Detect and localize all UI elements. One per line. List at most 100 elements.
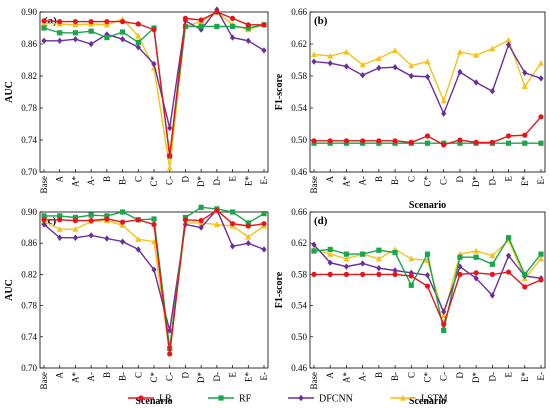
- x-tick-label: D*: [471, 176, 481, 187]
- data-point-rf: [473, 254, 479, 260]
- data-point-dfcnn: [72, 36, 79, 43]
- data-point-lr: [119, 19, 126, 25]
- x-tick-label: C*: [423, 176, 433, 187]
- x-tick-label: D*: [196, 372, 206, 383]
- data-point-lr: [41, 217, 47, 223]
- x-tick-label: A: [325, 372, 335, 379]
- data-point-dfcnn: [441, 110, 447, 117]
- data-point-rf: [119, 209, 126, 215]
- x-tick-label: Base: [309, 176, 319, 194]
- x-tick-label: B: [102, 176, 112, 182]
- x-tick-label: A: [325, 176, 335, 183]
- data-point-lr: [119, 219, 126, 225]
- data-point-dfcnn: [198, 224, 204, 231]
- data-point-rf: [441, 327, 447, 334]
- data-point-dfcnn: [229, 243, 236, 250]
- data-point-rf: [424, 251, 431, 257]
- series-line-rf: [43, 24, 265, 157]
- data-point-lstm: [213, 221, 220, 228]
- data-point-lr: [424, 133, 431, 139]
- data-point-lstm: [151, 238, 157, 245]
- data-point-dfcnn: [167, 124, 173, 132]
- x-tick-label: C: [406, 372, 416, 378]
- y-tick-label: 0.66: [291, 7, 307, 17]
- data-point-dfcnn: [327, 60, 333, 67]
- panel-label: (c): [44, 215, 57, 227]
- x-tick-label: A-: [358, 176, 368, 186]
- y-tick-label: 0.90: [21, 7, 37, 17]
- data-point-dfcnn: [245, 37, 251, 44]
- data-point-lr: [343, 271, 350, 277]
- series-line-lr: [44, 209, 265, 355]
- data-point-lstm: [72, 21, 79, 28]
- legend-label-rf: RF: [239, 394, 252, 405]
- plot-frame: [39, 211, 269, 369]
- data-point-dfcnn: [88, 40, 94, 48]
- data-point-rf: [343, 251, 350, 257]
- data-point-lstm: [375, 255, 382, 262]
- x-tick-label: C*: [423, 372, 433, 383]
- data-point-dfcnn: [88, 232, 94, 239]
- data-point-dfcnn: [151, 266, 157, 273]
- x-tick-label: A*: [341, 372, 351, 383]
- data-point-lstm: [392, 47, 399, 53]
- data-point-lstm: [456, 48, 463, 55]
- data-point-dfcnn: [505, 252, 512, 259]
- y-tick-label: 0.70: [21, 363, 37, 373]
- data-point-lr: [104, 216, 110, 222]
- data-point-rf: [538, 251, 544, 257]
- x-tick-label: C-: [165, 372, 175, 381]
- x-tick-label: B-: [118, 372, 128, 381]
- data-point-rf: [88, 28, 94, 34]
- x-tick-label: D*: [196, 176, 206, 187]
- data-point-lstm: [72, 225, 79, 232]
- data-point-lstm: [56, 225, 63, 232]
- plot-frame: [309, 11, 546, 173]
- data-point-lr: [327, 271, 333, 277]
- data-point-lr: [261, 22, 267, 28]
- data-point-dfcnn: [489, 88, 495, 95]
- data-point-rf: [311, 248, 317, 254]
- y-tick-label: 0.62: [291, 39, 307, 49]
- data-point-rf: [41, 25, 47, 31]
- data-point-rf: [198, 204, 204, 210]
- x-tick-label: B-: [390, 372, 400, 381]
- x-tick-label: Base: [39, 176, 49, 194]
- data-point-lr: [360, 138, 366, 144]
- x-tick-label: A*: [70, 372, 80, 383]
- data-point-dfcnn: [57, 37, 63, 44]
- data-point-lr: [424, 283, 431, 289]
- data-point-lr: [72, 217, 79, 224]
- x-tick-label: D-: [487, 372, 497, 382]
- data-point-lr: [214, 9, 220, 15]
- y-tick-label: 0.78: [21, 301, 37, 311]
- x-tick-label: E*: [243, 176, 253, 186]
- data-point-rf: [505, 140, 512, 146]
- data-point-rf: [151, 216, 157, 222]
- x-tick-label: D: [455, 372, 465, 379]
- data-point-lr: [343, 138, 350, 144]
- data-point-lr: [522, 284, 528, 290]
- y-tick-label: 0.90: [21, 207, 37, 217]
- data-point-dfcnn: [343, 63, 350, 70]
- data-point-lr: [245, 223, 251, 229]
- data-point-lstm: [103, 21, 110, 28]
- data-point-lstm: [327, 52, 334, 59]
- data-point-dfcnn: [360, 72, 366, 79]
- data-point-lstm: [119, 222, 126, 228]
- legend-label-lstm: LSTM: [421, 394, 448, 405]
- y-tick-label: 0.74: [21, 332, 37, 342]
- x-tick-label: E: [504, 371, 514, 377]
- x-tick-label: E-: [259, 372, 269, 381]
- data-point-lr: [245, 22, 251, 28]
- y-tick-label: 0.50: [291, 332, 307, 342]
- data-point-rf: [457, 254, 463, 260]
- x-tick-label: D: [455, 176, 465, 183]
- y-axis-label: F1-score: [274, 73, 285, 110]
- data-point-lr: [214, 207, 220, 214]
- data-point-rf: [376, 247, 382, 253]
- data-point-dfcnn: [376, 64, 382, 72]
- data-point-lr: [457, 137, 463, 143]
- data-point-dfcnn: [119, 238, 126, 245]
